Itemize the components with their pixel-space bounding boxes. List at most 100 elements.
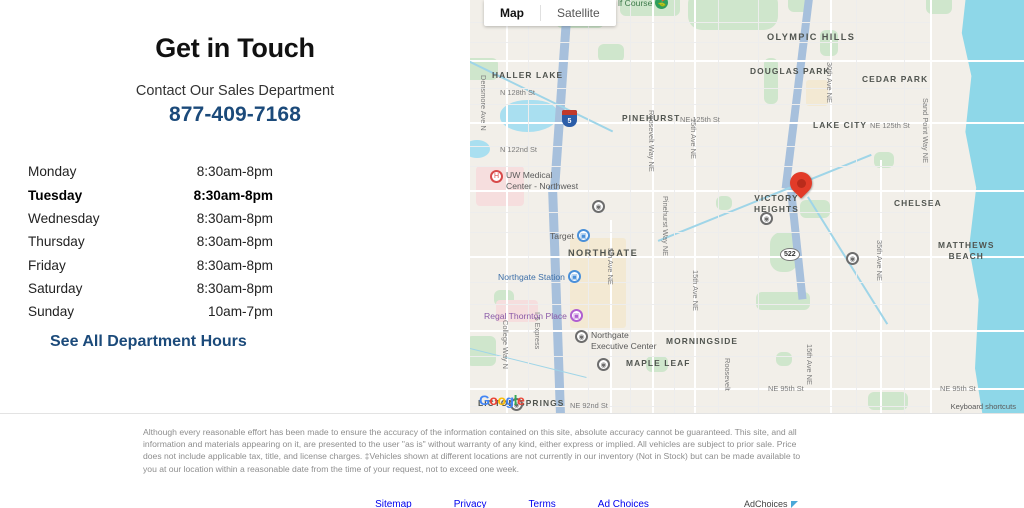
poi-generic[interactable]: ◉ xyxy=(597,358,610,371)
poi-generic[interactable]: ◉ xyxy=(760,212,773,225)
hospital-icon: H xyxy=(490,170,503,183)
hours-day: Saturday xyxy=(28,281,83,297)
google-logo-o1: o xyxy=(489,392,498,408)
map-type-satellite-button[interactable]: Satellite xyxy=(557,6,600,20)
map-type-control[interactable]: Map Satellite xyxy=(484,0,616,26)
place-icon: ◉ xyxy=(510,398,523,411)
google-logo-e: e xyxy=(516,392,525,408)
map-street-label: 15th Ave NE xyxy=(689,118,698,159)
poi-label: lf Course xyxy=(618,0,653,8)
state-route-522-shield: 522 xyxy=(780,248,800,261)
location-marker[interactable] xyxy=(785,167,817,202)
poi-northgate-executive-center[interactable]: ◉ Northgate Executive Center xyxy=(575,330,656,352)
interstate-5 xyxy=(548,185,566,414)
map-street-label: NE 95th St xyxy=(940,384,976,393)
poi-label: UW Medical Center - Northwest xyxy=(506,170,579,191)
shopping-icon: ▣ xyxy=(567,270,581,283)
poi-target[interactable]: Target ▣ xyxy=(550,229,590,242)
map-street-label: NE 92nd St xyxy=(570,401,608,410)
map-street-label: 15th Ave NE xyxy=(691,270,700,311)
map-street-label: Roosevelt xyxy=(723,358,732,391)
google-logo[interactable]: Google xyxy=(479,392,525,408)
street-grid xyxy=(470,212,930,213)
map-street-label: College Way N xyxy=(501,320,510,370)
google-logo-l: l xyxy=(513,392,518,408)
map-street-label: Pinehurst Way NE xyxy=(661,196,670,257)
hours-row: Wednesday 8:30am-8pm xyxy=(28,207,273,230)
arterial-road xyxy=(470,190,1024,192)
poi-golf-course[interactable]: lf Course ⛳ xyxy=(618,0,669,9)
footer-link-sitemap[interactable]: Sitemap xyxy=(375,499,412,508)
map-neighborhood-label-line1: MATTHEWS xyxy=(938,240,995,250)
park-area xyxy=(926,0,952,14)
map-neighborhood-label: PINEHURST xyxy=(622,113,681,123)
street-grid xyxy=(470,282,930,283)
haller-lake-water xyxy=(500,100,558,132)
street-grid xyxy=(470,406,930,407)
street-grid xyxy=(470,232,930,233)
street-grid xyxy=(718,0,719,414)
map-neighborhood-label-line1: VICTORY xyxy=(754,193,799,203)
footer-link-adchoices[interactable]: Ad Choices xyxy=(597,499,649,508)
hours-time: 8:30am-8pm xyxy=(196,234,273,250)
arterial-road xyxy=(470,330,1024,332)
footer-strip: Sitemap Privacy Terms Ad Choices AdChoic… xyxy=(0,496,1024,508)
footer-link-terms[interactable]: Terms xyxy=(528,499,556,508)
hours-day: Wednesday xyxy=(28,210,100,226)
google-logo-g: G xyxy=(479,392,490,408)
map-street-label: Densmore Ave N xyxy=(479,75,488,131)
poi-generic[interactable]: ◉ xyxy=(510,398,523,411)
interstate-5 xyxy=(550,0,573,190)
shopping-icon: ▣ xyxy=(576,229,590,242)
poi-generic[interactable]: ◉ xyxy=(592,200,605,213)
map-type-separator xyxy=(540,5,541,21)
arterial-road xyxy=(880,160,882,414)
hours-row: Friday 8:30am-8pm xyxy=(28,254,273,277)
street-grid xyxy=(470,42,930,43)
commercial-block xyxy=(806,80,828,106)
hours-row: Sunday 10am-7pm xyxy=(28,300,273,323)
map-embed[interactable]: OLYMPIC HILLS HALLER LAKE DOUGLAS PARK C… xyxy=(470,0,1024,414)
map-neighborhood-label: DOUGLAS PARK xyxy=(750,66,831,76)
small-lake-water xyxy=(470,140,490,158)
map-street-label: 15th Ave NE xyxy=(805,344,814,385)
hours-day: Monday xyxy=(28,164,77,180)
arterial-road xyxy=(470,256,1024,258)
arterial-road xyxy=(610,220,612,414)
place-icon: ◉ xyxy=(597,358,610,371)
poi-northgate-station[interactable]: Northgate Station ▣ xyxy=(498,270,581,283)
map-neighborhood-label-line2: BEACH xyxy=(948,251,984,261)
park-area xyxy=(598,44,624,62)
map-street-label: NE 95th St xyxy=(768,384,804,393)
street-grid xyxy=(758,0,759,414)
keyboard-shortcuts-button[interactable]: Keyboard shortcuts xyxy=(950,402,1016,411)
poi-generic[interactable]: ◉ xyxy=(846,252,859,265)
arterial-road xyxy=(694,0,696,414)
footer-link-privacy[interactable]: Privacy xyxy=(453,499,487,508)
map-street-label: Roosevelt Way NE xyxy=(647,110,656,172)
street-grid xyxy=(856,0,857,414)
map-neighborhood-label: CEDAR PARK xyxy=(862,74,929,84)
see-all-department-hours-link[interactable]: See All Department Hours xyxy=(50,333,247,350)
sales-department-label: Contact Our Sales Department xyxy=(135,83,335,99)
street-grid xyxy=(470,304,930,305)
map-canvas[interactable]: OLYMPIC HILLS HALLER LAKE DOUGLAS PARK C… xyxy=(470,0,1024,414)
street-grid xyxy=(470,88,930,89)
park-area xyxy=(868,392,908,410)
poi-label: Target xyxy=(550,230,574,241)
map-type-map-button[interactable]: Map xyxy=(500,6,524,20)
poi-regal-thornton-place[interactable]: Regal Thornton Place ▣ xyxy=(484,309,583,322)
arterial-road xyxy=(930,0,932,414)
park-area xyxy=(776,352,792,366)
poi-uw-medical-center[interactable]: H UW Medical Center - Northwest xyxy=(490,170,578,192)
street-grid xyxy=(904,0,905,414)
adchoices-badge[interactable]: AdChoices xyxy=(744,499,798,508)
map-neighborhood-label: CHELSEA xyxy=(894,198,942,208)
park-area xyxy=(646,356,668,372)
arterial-road xyxy=(506,0,508,414)
street-grid xyxy=(588,0,589,414)
map-neighborhood-label: NORTHGATE xyxy=(568,248,639,258)
map-neighborhood-label-line2: HEIGHTS xyxy=(754,204,799,214)
hours-day: Sunday xyxy=(28,304,75,320)
phone-number-link[interactable]: 877-409-7168 xyxy=(169,103,301,126)
